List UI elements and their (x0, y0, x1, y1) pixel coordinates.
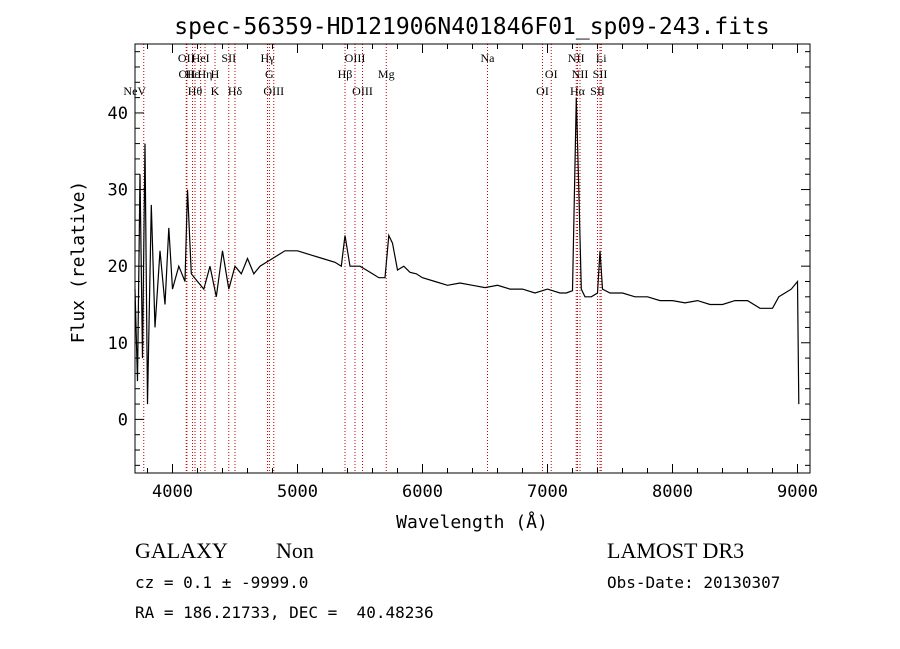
x-axis-label: Wavelength (Å) (396, 511, 548, 533)
line-label-11: Hγ (261, 51, 276, 65)
line-label-25: SII (593, 67, 608, 81)
line-label-14: Hβ (338, 67, 353, 81)
line-label-0: NeV (123, 84, 146, 98)
line-label-2: OII (179, 67, 196, 81)
line-label-12: G (265, 67, 274, 81)
axis-ticks: 4000 5000 6000 7000 8000 9000 0 10 20 30 40 (108, 44, 818, 502)
y-tick-label-0: 0 (118, 410, 128, 430)
line-label-17: Mg (378, 67, 395, 81)
line-label-22: NII (572, 67, 589, 81)
emission-line-markers (143, 44, 602, 473)
redshift-text: cz = 0.1 ± -9999.0 (135, 573, 308, 592)
line-label-8: K (211, 84, 220, 98)
y-tick-label-4: 40 (108, 104, 128, 124)
x-tick-label-3: 7000 (527, 482, 568, 502)
x-tick-label-0: 4000 (152, 482, 193, 502)
line-label-26: Li (596, 51, 607, 65)
line-label-20: OI (545, 67, 558, 81)
line-label-16: OIII (352, 84, 373, 98)
line-label-9: SII (221, 51, 236, 65)
chart-title: spec-56359-HD121906N401846F01_sp09-243.f… (174, 14, 769, 40)
line-label-5: HeI (192, 51, 210, 65)
y-tick-label-2: 20 (108, 257, 128, 277)
plot-frame (134, 43, 811, 474)
line-label-21: NII (568, 51, 585, 65)
line-label-1: OII (178, 51, 195, 65)
line-label-7: H (211, 67, 220, 81)
line-label-23: Hα (570, 84, 586, 98)
x-tick-label-2: 6000 (402, 482, 443, 502)
line-labels: NeVOIIOIIHεHθHeIHηHKSIIHδHγGOIIIHβOIIIOI… (123, 51, 607, 98)
spectrum-series (134, 97, 800, 405)
line-label-10: Hδ (228, 84, 243, 98)
line-label-3: Hε (186, 67, 200, 81)
line-label-13: OIII (263, 84, 284, 98)
coordinates-text: RA = 186.21733, DEC = 40.48236 (135, 603, 434, 622)
y-axis-label: Flux (relative) (68, 181, 89, 344)
line-label-18: Na (481, 51, 496, 65)
object-subclass: Non (276, 538, 314, 563)
y-tick-label-1: 10 (108, 334, 128, 354)
survey-label: LAMOST DR3 (607, 538, 744, 563)
x-tick-label-1: 5000 (277, 482, 318, 502)
line-label-15: OIII (345, 51, 366, 65)
x-tick-label-5: 9000 (777, 482, 818, 502)
object-class: GALAXY (135, 538, 228, 563)
x-tick-label-4: 8000 (652, 482, 693, 502)
line-label-6: Hη (198, 67, 213, 81)
spectrum-line (134, 97, 800, 405)
obs-date-text: Obs-Date: 20130307 (607, 573, 780, 592)
y-tick-label-3: 30 (108, 181, 128, 201)
line-label-24: SII (590, 84, 605, 98)
line-label-19: OI (536, 84, 549, 98)
line-label-4: Hθ (188, 84, 203, 98)
